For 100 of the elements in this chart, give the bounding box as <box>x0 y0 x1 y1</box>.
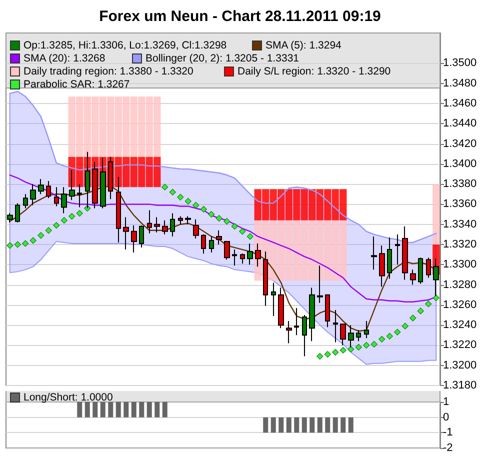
point <box>177 194 184 200</box>
legend-label: SMA (20): 1.3268 <box>24 52 106 64</box>
candlestick <box>193 218 199 239</box>
point <box>417 308 424 314</box>
candlestick <box>309 287 315 342</box>
bar <box>432 184 440 244</box>
y-tick-label: 1.3500 <box>443 57 477 70</box>
y-tick-label: 0 <box>443 411 450 424</box>
point <box>324 350 331 358</box>
point <box>216 215 222 222</box>
candlestick <box>147 210 152 234</box>
candlestick <box>185 216 191 225</box>
y-tick-label: 1.3340 <box>443 218 477 230</box>
legend-label: Op:1.3285, Hi:1.3306, Lo:1.3269, Cl:1.3298 <box>24 40 227 52</box>
point <box>68 213 76 220</box>
y-tick-label: 1.3360 <box>443 198 477 210</box>
candlestick <box>418 257 423 284</box>
point <box>370 340 378 348</box>
candlestick <box>154 216 160 233</box>
candlestick <box>325 294 330 328</box>
y-tick-label: -2 <box>443 442 453 454</box>
candlestick <box>387 236 392 280</box>
y-tick-label: 1.3400 <box>443 158 477 170</box>
y-tick-label: 1.3180 <box>443 380 477 392</box>
point <box>184 198 192 204</box>
point <box>38 232 44 239</box>
candlestick <box>30 184 36 206</box>
point <box>30 237 36 244</box>
point <box>316 352 324 360</box>
point <box>432 294 440 302</box>
point <box>378 336 386 342</box>
point <box>76 210 83 217</box>
point <box>239 228 246 235</box>
y-tick-label: 1.3420 <box>443 138 477 150</box>
point <box>363 342 370 349</box>
point <box>425 300 432 308</box>
candlestick <box>333 309 338 343</box>
y-tick-label: 1.3440 <box>443 118 477 130</box>
candlestick <box>201 234 206 254</box>
candlestick <box>402 226 408 280</box>
legend-label: Long/Short: 1.0000 <box>24 392 113 404</box>
point <box>394 328 401 336</box>
legend-label: Parabolic SAR: 1.3267 <box>24 78 130 90</box>
candlestick <box>131 224 137 254</box>
point <box>45 227 52 234</box>
point <box>410 314 416 322</box>
candlestick <box>162 220 168 235</box>
point <box>348 346 354 353</box>
legend-label: Daily trading region: 1.3380 - 1.3320 <box>24 66 194 78</box>
point <box>224 218 230 225</box>
candlestick <box>426 257 431 278</box>
point <box>355 344 362 351</box>
point <box>6 242 14 249</box>
candlestick <box>286 320 292 344</box>
candlestick <box>123 216 129 250</box>
candlestick <box>46 180 51 199</box>
point <box>246 233 254 240</box>
y-tick-label: 1.3220 <box>443 339 477 352</box>
y-tick-label: 1.3300 <box>443 258 477 271</box>
point <box>386 332 393 340</box>
legend-label: Bollinger (20, 2): 1.3205 - 1.3331 <box>146 52 300 64</box>
candlestick <box>356 330 361 342</box>
y-tick-label: 1 <box>443 396 450 408</box>
candlestick <box>61 186 67 214</box>
candlestick <box>170 212 175 237</box>
point <box>231 223 238 230</box>
point <box>340 346 346 354</box>
candlestick <box>38 178 44 195</box>
candlestick <box>395 234 400 266</box>
candlestick <box>294 307 299 336</box>
point <box>332 348 339 356</box>
candlestick <box>410 269 416 286</box>
candlestick <box>232 249 237 266</box>
y-tick-label: -1 <box>443 426 453 439</box>
candlestick <box>15 202 20 223</box>
candlestick <box>224 240 230 260</box>
point <box>169 188 176 196</box>
point <box>200 206 207 213</box>
candlestick <box>302 314 307 357</box>
chart-title: Forex um Neun - Chart 28.11.2011 09:19 <box>99 8 381 25</box>
candlestick <box>54 186 59 207</box>
y-tick-label: 1.3380 <box>443 178 477 190</box>
candlestick <box>240 253 245 264</box>
candlestick <box>139 224 144 248</box>
candlestick <box>364 320 369 339</box>
point <box>14 241 21 248</box>
line-series <box>9 90 437 244</box>
point <box>162 184 168 190</box>
point <box>22 240 29 247</box>
point <box>402 322 408 330</box>
y-tick-label: 1.3280 <box>443 278 477 291</box>
candlestick <box>247 242 253 266</box>
point <box>60 217 68 224</box>
y-tick-label: 1.3460 <box>443 98 477 110</box>
candlestick <box>278 287 284 329</box>
y-tick-label: 1.3240 <box>443 319 477 332</box>
candlestick <box>271 282 276 317</box>
legend-label: SMA (5): 1.3294 <box>266 40 342 52</box>
candlestick <box>209 236 214 254</box>
candlestick <box>216 230 222 245</box>
